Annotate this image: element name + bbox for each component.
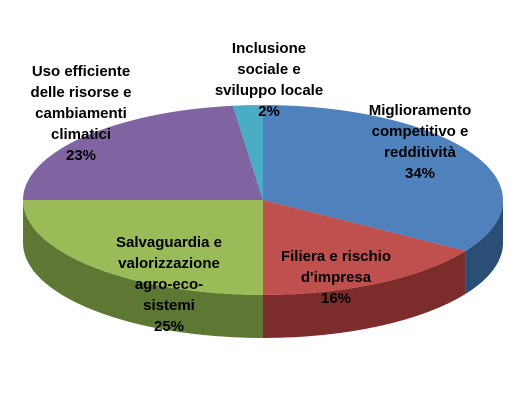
slice-value-label-0: 34% [405, 165, 435, 182]
pie-top-slices [23, 105, 504, 295]
slice-value-label-4: 2% [258, 103, 280, 120]
slice-category-label-0: redditività [384, 144, 456, 161]
slice-category-label-2: sistemi [143, 297, 195, 314]
slice-labels: Miglioramento competitivo e redditività 34%… [31, 40, 472, 335]
slice-category-label-2: valorizzazione [118, 255, 220, 272]
slice-label-3: Uso efficiente delle risorse e cambiamenti… [31, 63, 132, 164]
slice-category-label-3: climatici [51, 126, 111, 143]
slice-label-1: Filiera e rischio d'impresa 16% [281, 248, 391, 307]
slice-label-2: Salvaguardia e valorizzazione agro-eco-sis… [116, 234, 222, 335]
slice-category-label-4: sviluppo locale [215, 82, 323, 99]
slice-value-label-2: 25% [154, 318, 184, 335]
pie-slice-2 [23, 200, 263, 295]
slice-category-label-1: Filiera e rischio [281, 248, 391, 265]
slice-side-0 [465, 200, 503, 294]
pie-3d-sides [23, 200, 503, 338]
slice-category-label-0: competitivo e [372, 123, 469, 140]
pie-slice-0 [263, 105, 504, 251]
slice-category-label-3: Uso efficiente [32, 63, 130, 80]
slice-label-4: Inclusione sociale e sviluppo locale 2% [215, 40, 323, 120]
slice-category-label-4: sociale e [237, 61, 300, 78]
slice-category-label-3: cambiamenti [35, 105, 127, 122]
slice-category-label-1: d'impresa [301, 269, 372, 286]
slice-label-0: Miglioramento competitivo e redditività 34% [369, 102, 472, 182]
slice-side-2 [23, 200, 263, 338]
slice-value-label-1: 16% [321, 290, 351, 307]
slice-value-label-3: 23% [66, 147, 96, 164]
slice-category-label-2: agro-eco- [135, 276, 203, 293]
slice-side-1 [263, 250, 466, 338]
pie-slice-3 [23, 105, 263, 200]
pie-slice-1 [263, 200, 466, 295]
slice-category-label-3: delle risorse e [31, 84, 132, 101]
slice-category-label-0: Miglioramento [369, 102, 472, 119]
slice-category-label-4: Inclusione [232, 40, 306, 57]
slice-category-label-2: Salvaguardia e [116, 234, 222, 251]
pie-slice-4 [232, 105, 263, 200]
